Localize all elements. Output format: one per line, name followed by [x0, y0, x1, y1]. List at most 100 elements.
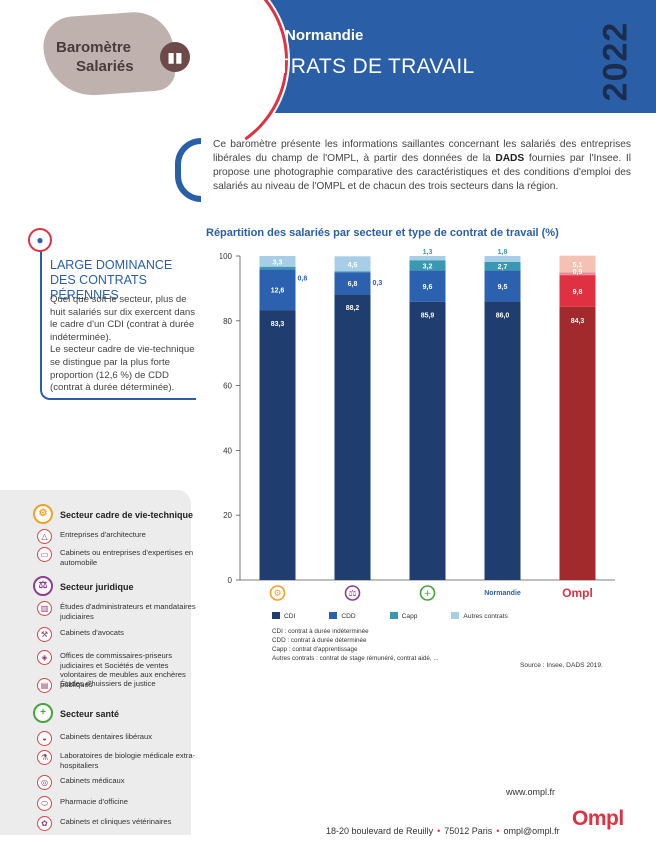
y-tick-label: 80	[223, 317, 232, 326]
stethoscope-icon: ◎	[37, 775, 52, 790]
car-icon: ▭	[37, 547, 52, 562]
bar-segment-cdd	[484, 270, 521, 302]
plus-icon: +	[33, 703, 53, 723]
gavel-icon: ⚒	[37, 627, 52, 642]
sante-icon-glyph: +	[424, 589, 432, 599]
sector-title: Secteur santé	[60, 709, 120, 719]
y-tick-label: 40	[223, 446, 232, 455]
data-label: 83,3	[271, 321, 285, 328]
data-label: 1,3	[423, 249, 433, 256]
sector-title: Secteur juridique	[60, 582, 134, 592]
sector-sidebar: ⚙ Secteur cadre de vie-technique △ Entrepri…	[0, 490, 196, 835]
year-text: 2022	[596, 21, 635, 102]
bar-segment-autres-contrats	[484, 256, 521, 262]
logo-line-2: Salariés	[76, 58, 134, 75]
legend-item: Capp	[389, 612, 418, 620]
bar-segment-autres-contrats	[409, 256, 446, 261]
legend-label: Capp	[401, 613, 418, 620]
data-label: 88,2	[346, 305, 360, 312]
intro-text-1: Ce baromètre présente les informations s…	[213, 139, 631, 164]
definition-line: Autres contrats : contrat de stage rémun…	[272, 655, 439, 662]
data-label: 6,8	[348, 281, 358, 288]
bar-segment-capp	[334, 271, 371, 273]
document-icon: ▤	[37, 678, 52, 693]
pill-icon: ⬭	[37, 796, 52, 811]
sector-item-label: Études d'administrateurs et mandataires …	[60, 602, 196, 621]
sector-item-label: Entreprises d'architecture	[60, 530, 146, 539]
data-label: 85,9	[421, 313, 435, 320]
legend-swatch	[451, 612, 460, 619]
legend-swatch	[329, 612, 338, 619]
contracts-bar-chart: 0 20 40 60 80 100 83,3 12,6 0,8 3,3 ⚙ 88,2 6,8 0,3 4,6…	[220, 249, 615, 601]
data-label: 0,3	[373, 280, 383, 287]
bar-segment-capp	[409, 260, 446, 271]
lightbulb-icon: ●	[28, 228, 52, 252]
definition-line: CDD : contrat à durée déterminée	[272, 637, 367, 644]
x-category-label: Normandie	[484, 590, 521, 597]
logo-text: Baromètre Salariés	[56, 38, 156, 76]
definition-line: CDI : contrat à durée indéterminée	[272, 628, 369, 635]
chart-definitions: CDI : contrat à durée indéterminée CDD : …	[272, 627, 439, 663]
legend-label: CDD	[341, 613, 356, 620]
sector-item-label: Cabinets et cliniques vétérinaires	[60, 817, 172, 826]
bar-segment-cdd	[559, 275, 596, 307]
legend-item: Autres contrats	[451, 612, 508, 620]
data-label: 84,3	[571, 318, 585, 325]
chart-legend: CDI CDD Capp Autres contrats	[272, 612, 542, 620]
region-title: Région Normandie	[230, 27, 364, 44]
footer-street: 18-20 boulevard de Reuilly	[326, 826, 434, 836]
bar-segment-autres-contrats	[334, 256, 371, 272]
footer-address: 18-20 boulevard de Reuilly • 75012 Paris • o…	[326, 826, 560, 836]
y-tick-label: 60	[223, 382, 232, 391]
sector-title: Secteur cadre de vie-technique	[60, 510, 194, 520]
cadre-de-vie-technique-icon-glyph: ⚙	[273, 589, 281, 599]
ompl-logo: Ompl	[572, 807, 624, 830]
data-label: 86,0	[496, 312, 510, 319]
juridique-icon	[344, 585, 361, 601]
data-label: 0,8	[298, 276, 308, 283]
bar-segment-cdi	[484, 301, 521, 580]
building-icon: ▥	[37, 601, 52, 616]
barometre-logo: Baromètre Salariés ▮▮	[24, 9, 194, 99]
footer-website[interactable]: www.ompl.fr	[506, 787, 556, 797]
bar-segment-cdd	[334, 272, 371, 295]
compass-icon: △	[37, 529, 52, 544]
bar-segment-cdd	[259, 269, 296, 311]
bar-segment-capp	[559, 272, 596, 276]
paw-icon: ✿	[37, 816, 52, 831]
sector-item-label: Cabinets médicaux	[60, 776, 125, 785]
legend-item: CDD	[329, 612, 356, 620]
scales-icon: ⚖	[33, 576, 53, 596]
year-label: 2022	[586, 12, 646, 102]
intro-bracket	[175, 138, 201, 202]
bar-segment-capp	[484, 261, 521, 271]
y-tick-label: 100	[220, 252, 233, 261]
legend-swatch	[272, 612, 280, 619]
bar-segment-cdi	[259, 310, 296, 580]
separator-dot: •	[496, 826, 500, 836]
auction-icon: ◈	[37, 650, 52, 665]
sante-icon	[419, 585, 436, 601]
intro-text-2: fournies par l'Insee. Il propose une pho…	[213, 153, 631, 192]
data-label: 9,6	[423, 284, 433, 291]
chart-source: Source : Insee, DADS 2019.	[520, 662, 603, 669]
cadre-de-vie-technique-icon	[269, 585, 286, 601]
footer-email[interactable]: ompl@ompl.fr	[503, 826, 560, 836]
bar-segment-cdd	[409, 270, 446, 302]
sector-item-label: Cabinets ou entreprises d'expertises en …	[60, 548, 194, 567]
data-label: 9,8	[573, 289, 583, 296]
footer-city: 75012 Paris	[444, 826, 493, 836]
data-label: 2,7	[498, 264, 508, 271]
tooth-icon: ◒	[37, 731, 52, 746]
intro-text-bold: DADS	[495, 153, 525, 164]
legend-label: CDI	[284, 613, 296, 620]
people-icon: ▮▮	[160, 42, 190, 72]
data-label: 1,8	[498, 249, 508, 256]
insight-paragraph-1: Quel que soit le secteur, plus de huit s…	[50, 294, 196, 343]
bar-segment-autres-contrats	[559, 255, 596, 273]
bar-segment-autres-contrats	[259, 256, 296, 267]
bar-segment-cdi	[409, 301, 446, 580]
legend-label: Autres contrats	[463, 613, 508, 620]
data-label: 0,9	[573, 269, 583, 276]
data-label: 9,5	[498, 284, 508, 291]
